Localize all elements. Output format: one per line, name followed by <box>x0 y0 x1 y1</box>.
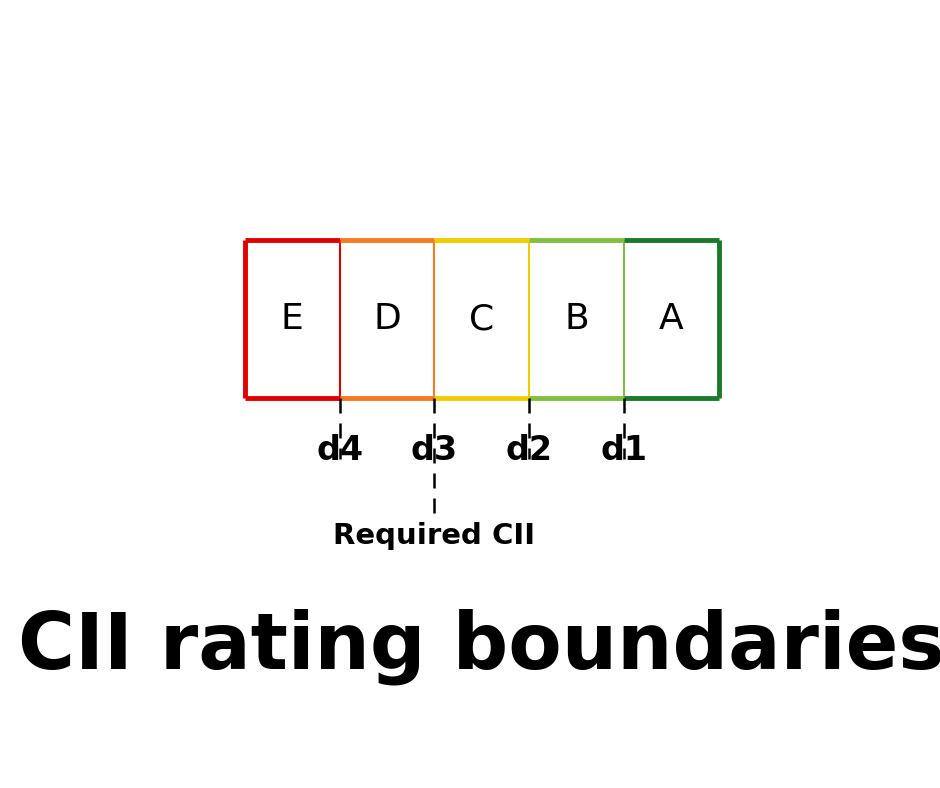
Text: Required CII: Required CII <box>334 522 536 550</box>
Text: d2: d2 <box>506 434 553 467</box>
Text: d3: d3 <box>411 434 458 467</box>
Text: CII rating boundaries: CII rating boundaries <box>19 608 940 685</box>
Text: B: B <box>564 302 588 336</box>
Text: d4: d4 <box>316 434 363 467</box>
Text: E: E <box>281 302 304 336</box>
Text: d1: d1 <box>601 434 648 467</box>
Text: C: C <box>469 302 494 336</box>
Text: A: A <box>659 302 683 336</box>
Text: D: D <box>373 302 401 336</box>
